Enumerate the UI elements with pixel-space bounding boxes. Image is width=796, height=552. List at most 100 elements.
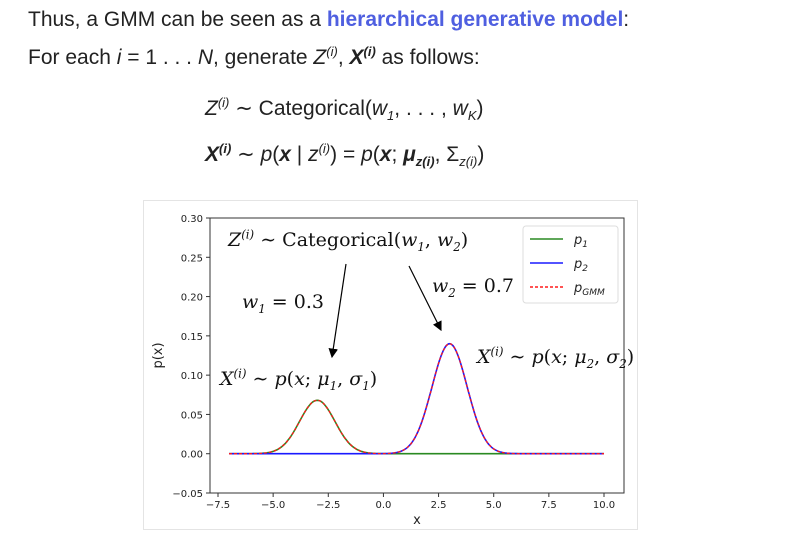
math-segment: Z(i)	[205, 95, 230, 120]
math-segment: x	[379, 143, 392, 166]
math-segment: ∼ Categorical(	[229, 97, 372, 120]
highlight-term: hierarchical generative model	[326, 8, 624, 31]
math-sub: 2	[453, 239, 461, 254]
math-sub: 2	[586, 356, 595, 371]
math-sub: 2	[448, 285, 456, 300]
math-segment: ∼ Categorical(	[254, 229, 402, 251]
series-pGMM-line	[229, 343, 604, 455]
figure-frame: −7.5 −5.0 −2.5 0.0 2.5 5.0 7.5 10.0 −0.05 0.00 0.0…	[143, 200, 638, 530]
math-segment: X(i)	[220, 366, 247, 390]
equation-conditional: X(i) ∼ p(x | z(i)) = p(x; μz(i), Σz(i))	[205, 141, 485, 170]
x-tick-label: 0.0	[375, 500, 391, 511]
math-segment: ,	[594, 346, 607, 368]
math-sub: 1	[387, 108, 395, 124]
math-sup: (i)	[233, 366, 247, 381]
math-segment: ∼	[231, 143, 261, 166]
math-segment: , Σ	[434, 143, 460, 166]
math-sub: 1	[329, 378, 338, 393]
math-segment: μz(i)	[403, 143, 435, 170]
math-segment: (	[372, 143, 380, 166]
x-tick-label: 2.5	[431, 500, 447, 511]
math-segment: z(i)	[308, 141, 331, 166]
math-segment: , . . . ,	[394, 97, 453, 120]
math-segment: X(i)	[349, 44, 376, 69]
math-segment: as follows:	[375, 46, 480, 69]
math-sup: (i)	[490, 344, 504, 359]
math-segment: z(i)	[459, 143, 478, 170]
y-tick-label: 0.30	[181, 214, 203, 225]
y-tick-label: 0.25	[181, 253, 203, 264]
math-sub: 1	[417, 239, 425, 254]
y-tick-label: 0.15	[181, 332, 203, 343]
y-tick-label: 0.00	[181, 450, 203, 461]
x-tick-label: −2.5	[316, 500, 340, 511]
math-sup: (i)	[326, 44, 338, 59]
annotation-x2: X(i) ∼ p(x; μ2, σ2)	[477, 344, 635, 371]
math-segment: μ1	[317, 368, 338, 393]
math-segment: w2	[432, 275, 456, 300]
for-each-line: For each i = 1 . . . N, generate Z(i), X…	[28, 44, 480, 70]
math-segment: wK	[452, 97, 477, 124]
annotation-x1: X(i) ∼ p(x; μ1, σ1)	[220, 366, 378, 393]
math-segment: )	[460, 229, 469, 251]
math-sub: 1	[362, 378, 370, 393]
math-segment: μ2	[574, 346, 595, 371]
annotation-w1: w1 = 0.3	[242, 291, 324, 316]
legend-box	[522, 225, 619, 304]
math-segment: Z(i)	[228, 227, 255, 251]
intro-line: Thus, a GMM can be seen as a hierarchica…	[28, 8, 629, 32]
math-segment: (	[272, 143, 280, 166]
math-segment: ;	[391, 143, 404, 166]
math-sup: (i)	[219, 141, 232, 156]
math-segment: = 1 . . .	[121, 46, 198, 69]
math-segment: w1	[371, 97, 395, 124]
math-segment: X(i)	[205, 141, 232, 166]
math-segment: Z(i)	[313, 44, 338, 69]
math-segment: )	[476, 97, 484, 120]
math-sup: (i)	[363, 44, 376, 59]
y-axis-label: p(x)	[151, 342, 166, 368]
math-segment: ) =	[330, 143, 362, 166]
math-sub: z(i)	[459, 154, 478, 170]
math-segment: w2	[436, 229, 461, 254]
x-tick-label: −5.0	[261, 500, 285, 511]
annotation-categorical: Z(i) ∼ Categorical(w1, w2)	[228, 227, 469, 254]
math-segment: w1	[242, 291, 266, 316]
math-segment: p	[274, 368, 287, 390]
arrow-to-component-1	[328, 263, 347, 359]
equation-categorical: Z(i) ∼ Categorical(w1, . . . , wK)	[205, 95, 484, 124]
math-segment: p	[260, 143, 273, 166]
math-sub: 2	[619, 356, 627, 371]
y-tick-label: 0.05	[181, 410, 203, 421]
math-segment: )	[369, 368, 378, 390]
intro-colon: :	[623, 8, 630, 31]
annotation-w2: w2 = 0.7	[432, 275, 514, 300]
math-segment: x	[279, 143, 291, 166]
math-segment: = 0.7	[455, 275, 514, 297]
x-axis-label: x	[413, 513, 421, 528]
gmm-chart: −7.5 −5.0 −2.5 0.0 2.5 5.0 7.5 10.0 −0.05 0.00 0.0…	[151, 214, 625, 528]
legend-subscript: 2	[582, 264, 588, 274]
math-segment: ,	[337, 46, 350, 69]
math-segment: ∼	[503, 346, 532, 368]
math-segment: p	[531, 346, 544, 368]
math-segment: = 0.3	[265, 291, 324, 313]
intro-text: Thus, a GMM can be seen as a	[28, 8, 327, 31]
x-tick-label: −7.5	[206, 500, 230, 511]
math-segment: )	[477, 143, 485, 166]
math-sup: (i)	[241, 227, 255, 242]
math-segment: p	[361, 143, 373, 166]
math-segment: w1	[401, 229, 425, 254]
math-segment: |	[290, 143, 309, 166]
math-segment: σ2	[606, 346, 627, 371]
math-sup: (i)	[318, 141, 331, 156]
math-segment: ,	[424, 229, 437, 251]
math-segment: )	[626, 346, 635, 368]
math-segment: x	[551, 346, 562, 368]
math-sub: K	[467, 108, 477, 124]
math-segment: ,	[337, 368, 350, 390]
x-tick-label: 10.0	[593, 500, 615, 511]
legend-subscript: GMM	[582, 288, 605, 298]
math-segment: N	[197, 46, 214, 69]
